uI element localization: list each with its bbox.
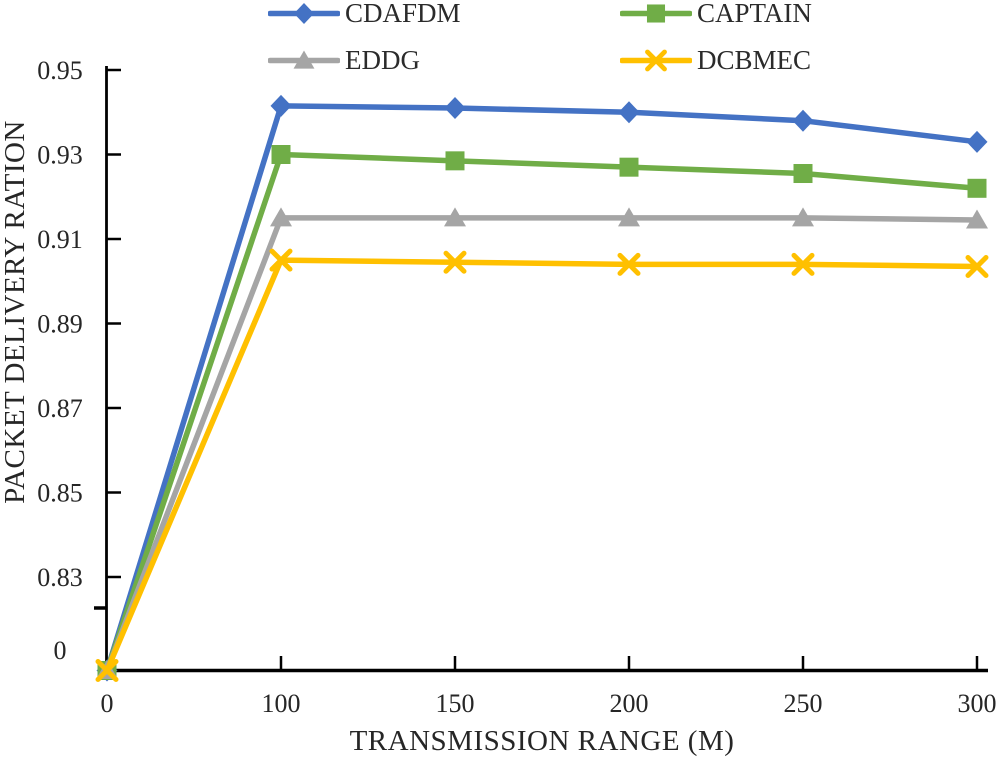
series-marker-captain — [619, 157, 639, 177]
series-marker-cdafdm — [618, 101, 640, 124]
series-marker-captain — [967, 178, 987, 198]
x-tick-label: 200 — [610, 689, 649, 718]
y-tick-label: 0.95 — [37, 56, 83, 85]
triangle-marker-icon — [268, 50, 340, 69]
x-axis-title: TRANSMISSION RANGE (M) — [350, 725, 735, 757]
series-marker-cdafdm — [792, 109, 814, 132]
series-marker-dcbmec — [443, 250, 467, 274]
chart-legend: CDAFDM CAPTAIN EDDG DCBMEC — [0, 0, 1000, 92]
x-tick-label: 300 — [958, 689, 997, 718]
y-tick-label: 0.93 — [37, 141, 83, 170]
y-tick-label: 0.87 — [37, 394, 83, 423]
series-line-captain — [104, 151, 980, 674]
y-tick-label: 0.83 — [37, 563, 83, 592]
legend-label-captain: CAPTAIN — [697, 0, 812, 28]
series-marker-eddg — [618, 207, 640, 227]
legend-item-dcbmec[interactable]: DCBMEC — [620, 47, 811, 74]
legend-swatch-marker — [646, 4, 666, 23]
x-tick-label: 100 — [262, 689, 301, 718]
y-tick-label: 0.89 — [37, 310, 83, 339]
legend-item-eddg[interactable]: EDDG — [268, 47, 420, 74]
series-marker-eddg — [444, 207, 466, 227]
series-marker-eddg — [966, 209, 988, 229]
x-tick-label: 250 — [784, 689, 823, 718]
y-tick-label: 0.91 — [37, 225, 83, 254]
series-line-eddg — [104, 215, 980, 674]
series-line-cdafdm — [104, 103, 980, 674]
legend-swatch-marker — [294, 3, 314, 24]
series-marker-dcbmec — [617, 252, 641, 276]
x-marker-icon — [620, 49, 692, 72]
y-axis-title: PACKET DELIVERY RATION — [0, 120, 31, 504]
square-marker-icon — [620, 4, 692, 23]
series-marker-dcbmec — [269, 248, 293, 272]
series-marker-dcbmec — [95, 659, 119, 682]
series-marker-eddg — [270, 207, 292, 227]
series-marker-captain — [445, 151, 465, 171]
series-marker-cdafdm — [270, 94, 292, 117]
series-marker-cdafdm — [444, 97, 466, 120]
legend-item-cdafdm[interactable]: CDAFDM — [268, 0, 461, 27]
series-marker-captain — [793, 164, 813, 184]
y-tick-label: 0.85 — [37, 479, 83, 508]
series-marker-cdafdm — [966, 130, 988, 153]
y-tick-label: 0 — [54, 636, 67, 665]
legend-label-eddg: EDDG — [345, 45, 420, 75]
series-marker-dcbmec — [965, 254, 989, 278]
x-tick-label: 150 — [436, 689, 475, 718]
series-marker-dcbmec — [791, 252, 815, 276]
x-tick-label: 0 — [101, 689, 114, 718]
diamond-marker-icon — [268, 3, 340, 24]
legend-label-dcbmec: DCBMEC — [697, 45, 812, 75]
legend-item-captain[interactable]: CAPTAIN — [620, 0, 812, 27]
legend-swatch-marker — [645, 49, 667, 72]
series-line-dcbmec — [104, 257, 980, 674]
legend-label-cdafdm: CDAFDM — [345, 0, 461, 28]
legend-swatch-marker — [293, 50, 315, 69]
series-marker-captain — [271, 145, 291, 164]
series-marker-eddg — [792, 207, 814, 227]
